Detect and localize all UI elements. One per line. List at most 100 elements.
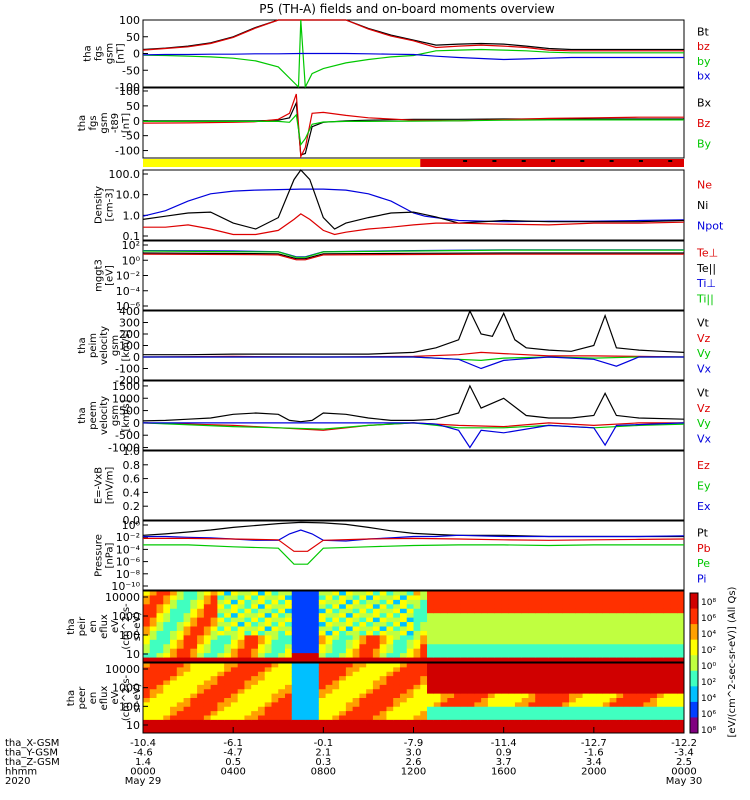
spectrogram-cell [332,728,340,734]
spectrogram-cell [325,604,333,610]
spectrogram-cell [616,706,624,712]
spectrogram-cell [670,724,678,730]
spectrogram-cell [345,676,354,681]
spectrogram-cell [413,693,421,699]
spectrogram-cell [163,680,171,686]
y-tick-label: 0 [133,351,140,364]
spectrogram-cell [224,684,232,690]
y-tick-label: 1.0 [123,209,141,222]
legend-entry: Npot [697,220,724,233]
spectrogram-cell [589,622,597,627]
series-line-Pe [143,544,684,565]
spectrogram-cell [413,613,421,619]
spectrogram-cell [670,706,678,712]
spectrogram-cell [650,667,658,673]
spectrogram-cell [399,667,408,673]
spectrogram-cell [230,630,239,636]
spectrogram-cell [582,715,590,721]
y-tick-label: 10⁰ [122,519,141,532]
spectrogram-cell [677,626,685,632]
spectrogram-cell [210,617,218,623]
spectrogram-cell [467,663,475,668]
spectrogram-cell [372,604,381,610]
spectrogram-cell [629,617,638,623]
spectrogram-cell [406,724,414,730]
spectrogram-cell [508,657,516,663]
spectrogram-cell [413,667,421,673]
spectrogram-cell [623,680,631,686]
spectrogram-cell [197,626,205,632]
spectrogram-cell [251,599,259,605]
spectrogram-cell [548,680,557,686]
spectrogram-cell [440,644,448,650]
spectrogram-cell [339,667,347,673]
spectrogram-cell [305,684,313,690]
spectrogram-cell [656,715,665,721]
spectrogram-cell [575,702,584,708]
spectrogram-cell [413,684,421,690]
spectrogram-cell [399,599,408,605]
spectrogram-cell [596,680,604,686]
spectrogram-cell [609,689,617,695]
spectrogram-cell [156,595,164,601]
spectrogram-cell [609,648,617,654]
spectrogram-cell [501,630,509,636]
spectrogram-cell [413,702,421,708]
x-tick-label: -11.4 [491,738,517,749]
spectrogram-cell [440,715,448,721]
spectrogram-cell [508,639,516,645]
spectrogram-cell [487,653,496,659]
spectrogram-cell [541,613,550,619]
spectrogram-cell [393,591,401,596]
spectrogram-cell [149,604,158,610]
spectrogram-cell [582,613,590,619]
spectrogram-cell [170,617,178,623]
spectrogram-cell [616,693,624,699]
spectrogram-cell [203,613,212,619]
spectrogram-cell [548,639,557,645]
spectrogram-cell [257,599,266,605]
spectrogram-cell [494,706,502,712]
spectrogram-cell [406,630,414,636]
spectrogram-cell [170,671,178,677]
spectrogram-cell [156,711,164,716]
spectrogram-cell [393,604,401,610]
spectrogram-cell [183,680,191,686]
spectrogram-cell [433,648,442,654]
spectrogram-cell [230,595,239,601]
spectrogram-cell [677,608,685,614]
spectrogram-cell [406,667,414,673]
spectrogram-cell [454,608,462,614]
spectrogram-cell [433,702,442,708]
spectrogram-cell [481,604,489,610]
spectrogram-cell [420,591,428,596]
spectrogram-cell [427,635,435,641]
spectrogram-cell [217,599,225,605]
spectrogram-cell [562,671,570,677]
spectrogram-cell [176,702,185,708]
spectrogram-cell [494,617,502,623]
spectrogram-cell [386,595,394,601]
spectrogram-cell [305,617,313,623]
spectrogram-cell [629,715,638,721]
series-line-Pt [142,521,684,538]
spectrogram-cell [629,667,638,673]
spectrogram-cell [467,715,475,721]
spectrogram-cell [183,667,191,673]
spectrogram-cell [312,680,320,686]
spectrogram-cell [352,591,360,596]
spectrogram-cell [569,719,577,725]
spectrogram-cell [656,648,665,654]
spectrogram-cell [156,639,164,645]
spectrogram-cell [264,653,272,659]
spectrogram-cell [460,724,469,730]
spectrogram-cell [406,613,414,619]
spectrogram-cell [663,702,671,708]
spectrogram-cell [366,702,374,708]
spectrogram-cell [264,630,272,636]
spectrogram-cell [257,689,266,695]
spectrogram-cell [541,667,550,673]
spectrogram-cell [264,667,272,673]
spectrogram-cell [548,676,557,681]
spectrogram-cell [582,698,590,703]
